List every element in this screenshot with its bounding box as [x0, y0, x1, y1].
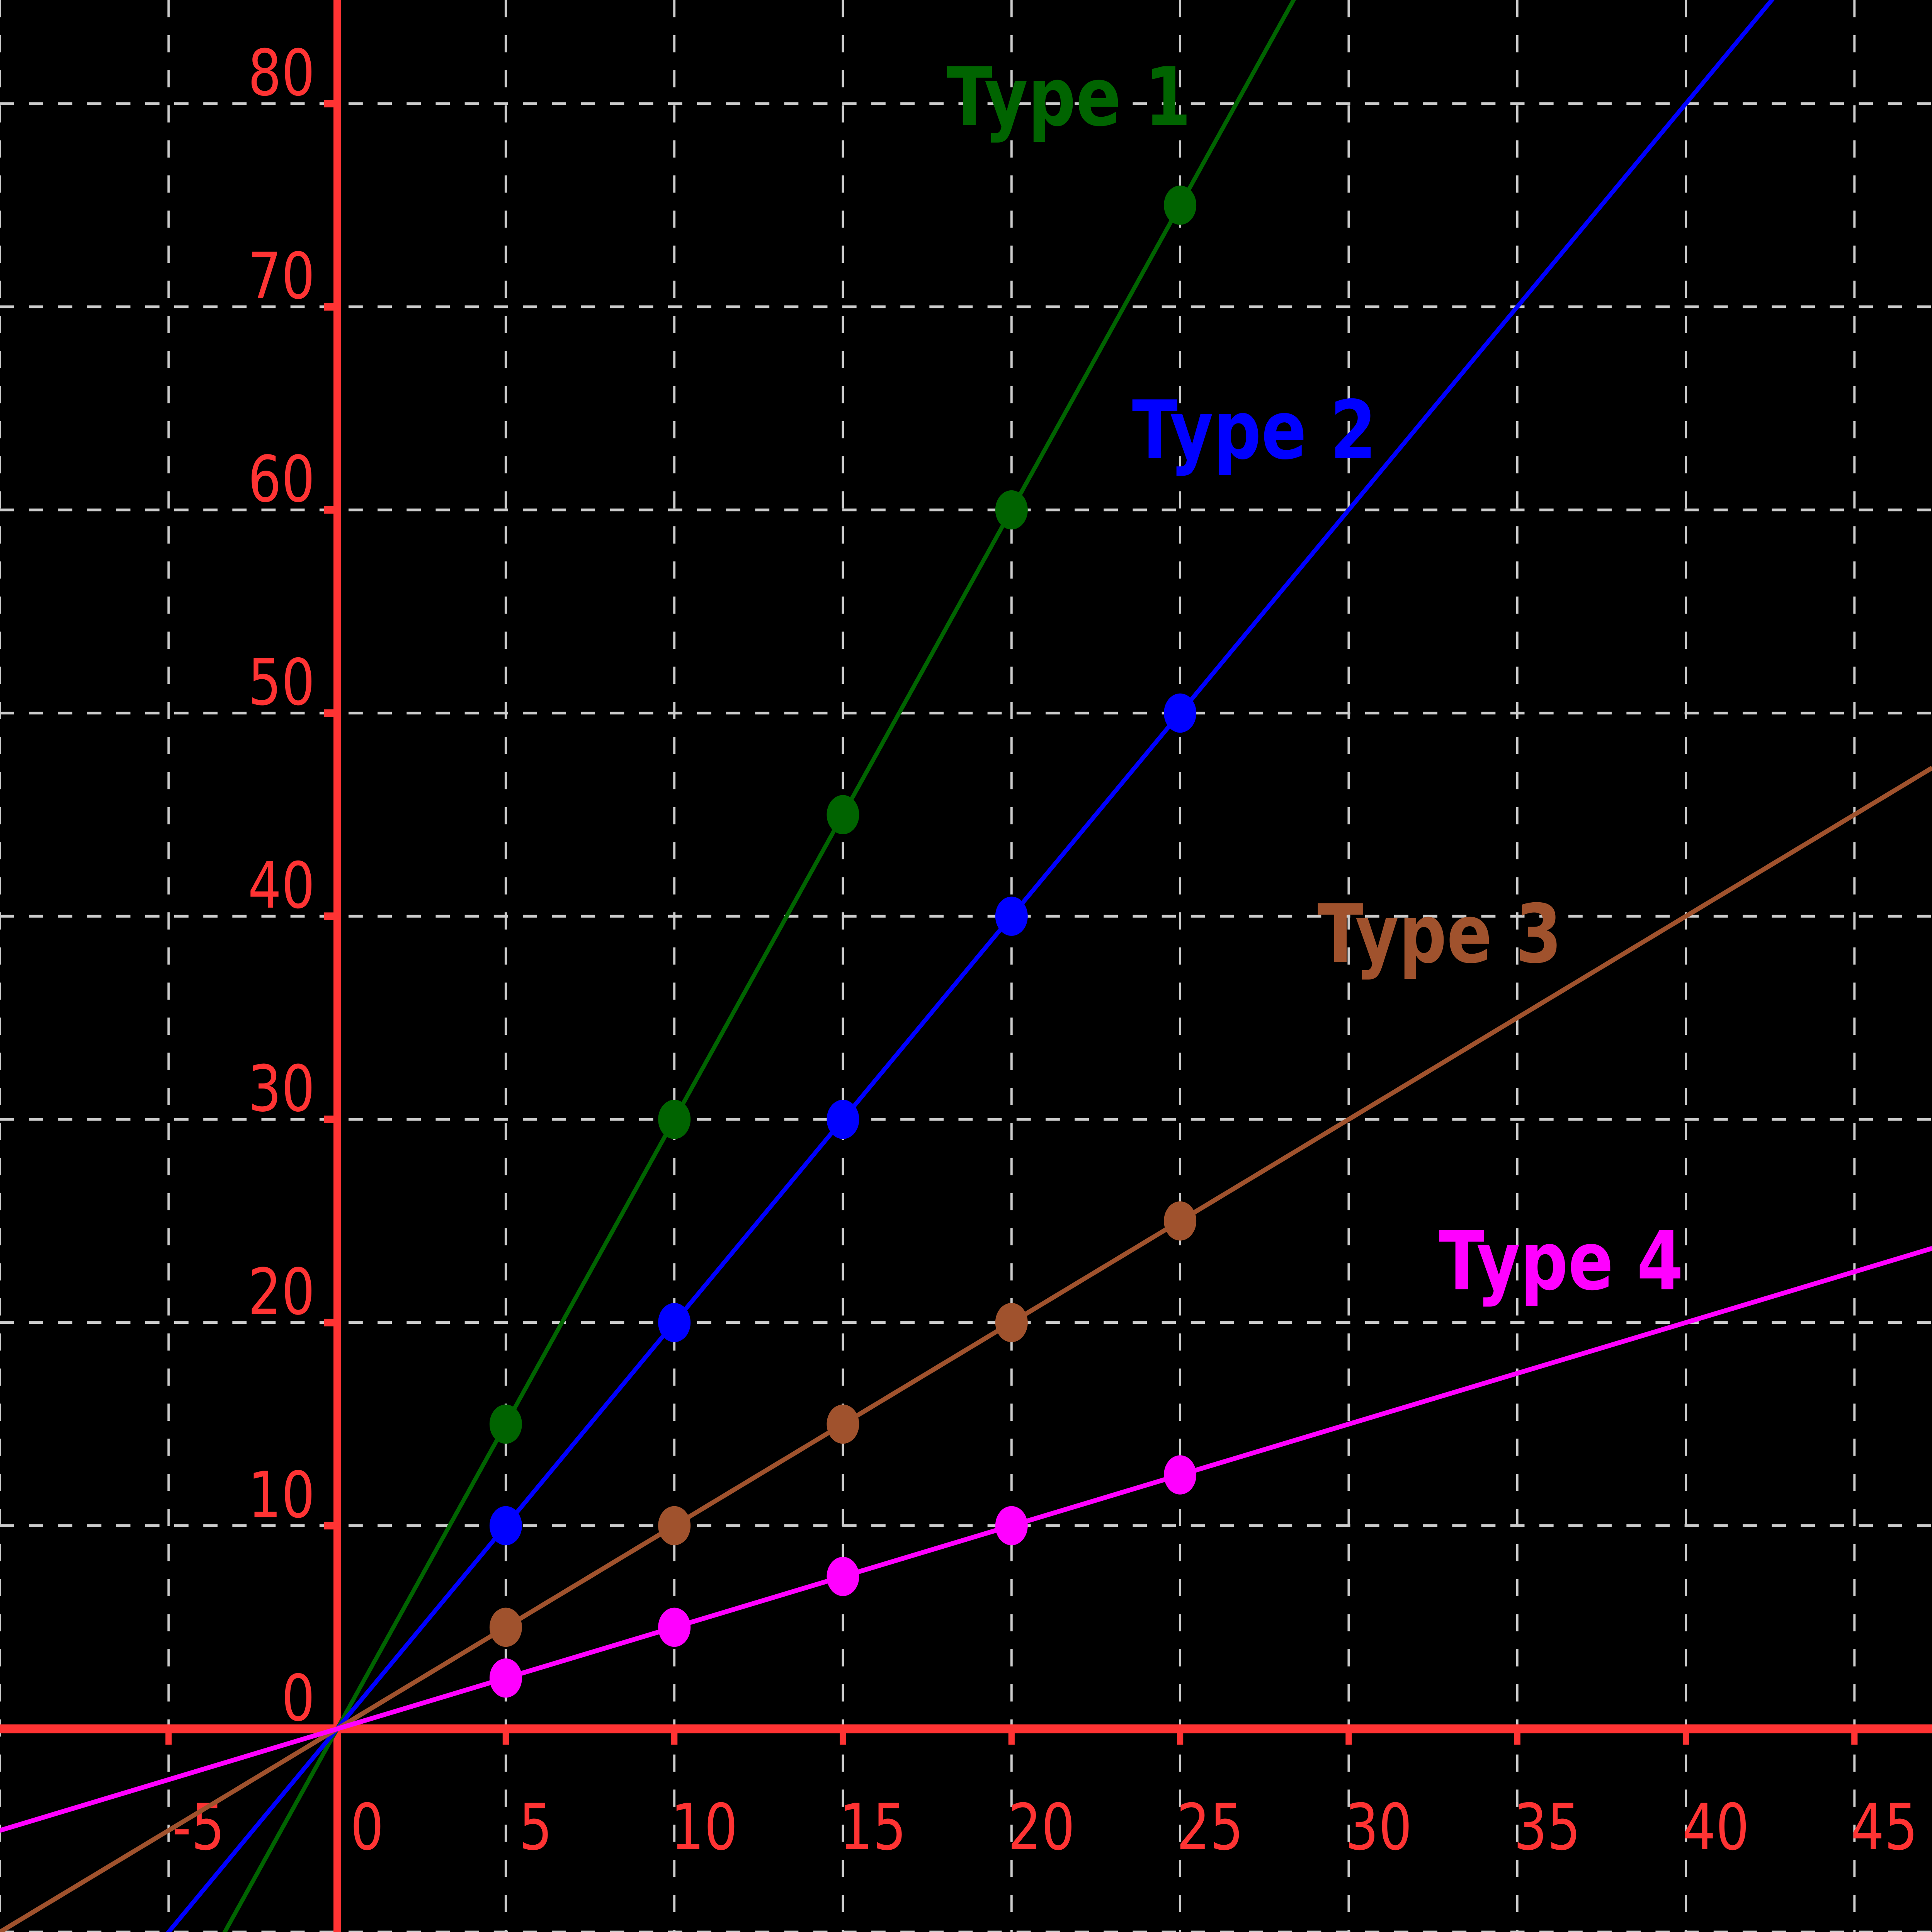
data-point-type-4	[1164, 1455, 1197, 1495]
series-label-type-2: Type 2	[1132, 384, 1377, 478]
data-point-type-4	[658, 1607, 691, 1647]
x-tick-label: 35	[1514, 1790, 1580, 1864]
y-tick-label: 40	[248, 849, 315, 923]
x-tick-label: 20	[1008, 1790, 1075, 1864]
x-tick-label: 0	[350, 1790, 384, 1864]
data-point-type-1	[995, 490, 1028, 530]
y-tick-label: 30	[248, 1052, 315, 1126]
series-line-type-4	[0, 1246, 1932, 1833]
y-tick-label: 10	[248, 1458, 315, 1532]
data-point-type-1	[827, 795, 859, 835]
y-tick-label: 20	[248, 1255, 315, 1329]
x-tick-label: 10	[671, 1790, 738, 1864]
y-tick-label: 50	[248, 646, 315, 720]
data-point-type-4	[489, 1658, 522, 1698]
data-point-type-3	[1164, 1201, 1197, 1241]
data-point-type-2	[827, 1100, 859, 1139]
data-point-type-4	[995, 1506, 1028, 1546]
x-tick-label: 25	[1177, 1790, 1243, 1864]
data-point-type-1	[1164, 185, 1197, 225]
data-point-type-3	[995, 1303, 1028, 1342]
y-tick-label: 70	[248, 239, 315, 313]
series-label-type-4: Type 4	[1439, 1215, 1684, 1309]
y-tick-label: 60	[248, 442, 315, 517]
data-point-type-3	[827, 1404, 859, 1444]
x-tick-label: 45	[1851, 1790, 1918, 1864]
x-tick-label: 30	[1345, 1790, 1412, 1864]
x-tick-label: 15	[839, 1790, 906, 1864]
data-point-type-3	[658, 1506, 691, 1546]
x-tick-label: 40	[1682, 1790, 1749, 1864]
data-point-type-2	[658, 1303, 691, 1342]
data-point-type-1	[489, 1404, 522, 1444]
series-label-type-1: Type 1	[947, 51, 1191, 145]
data-point-type-3	[489, 1607, 522, 1647]
y-tick-label: 0	[281, 1661, 315, 1735]
data-point-type-2	[1164, 693, 1197, 733]
data-point-type-2	[995, 896, 1028, 936]
series-line-type-3	[0, 765, 1932, 1932]
data-point-type-2	[489, 1506, 522, 1546]
data-point-type-4	[827, 1557, 859, 1596]
x-tick-label: 5	[519, 1790, 553, 1864]
series-label-type-3: Type 3	[1318, 888, 1562, 981]
data-point-type-1	[658, 1100, 691, 1139]
y-tick-label: 80	[248, 36, 315, 110]
